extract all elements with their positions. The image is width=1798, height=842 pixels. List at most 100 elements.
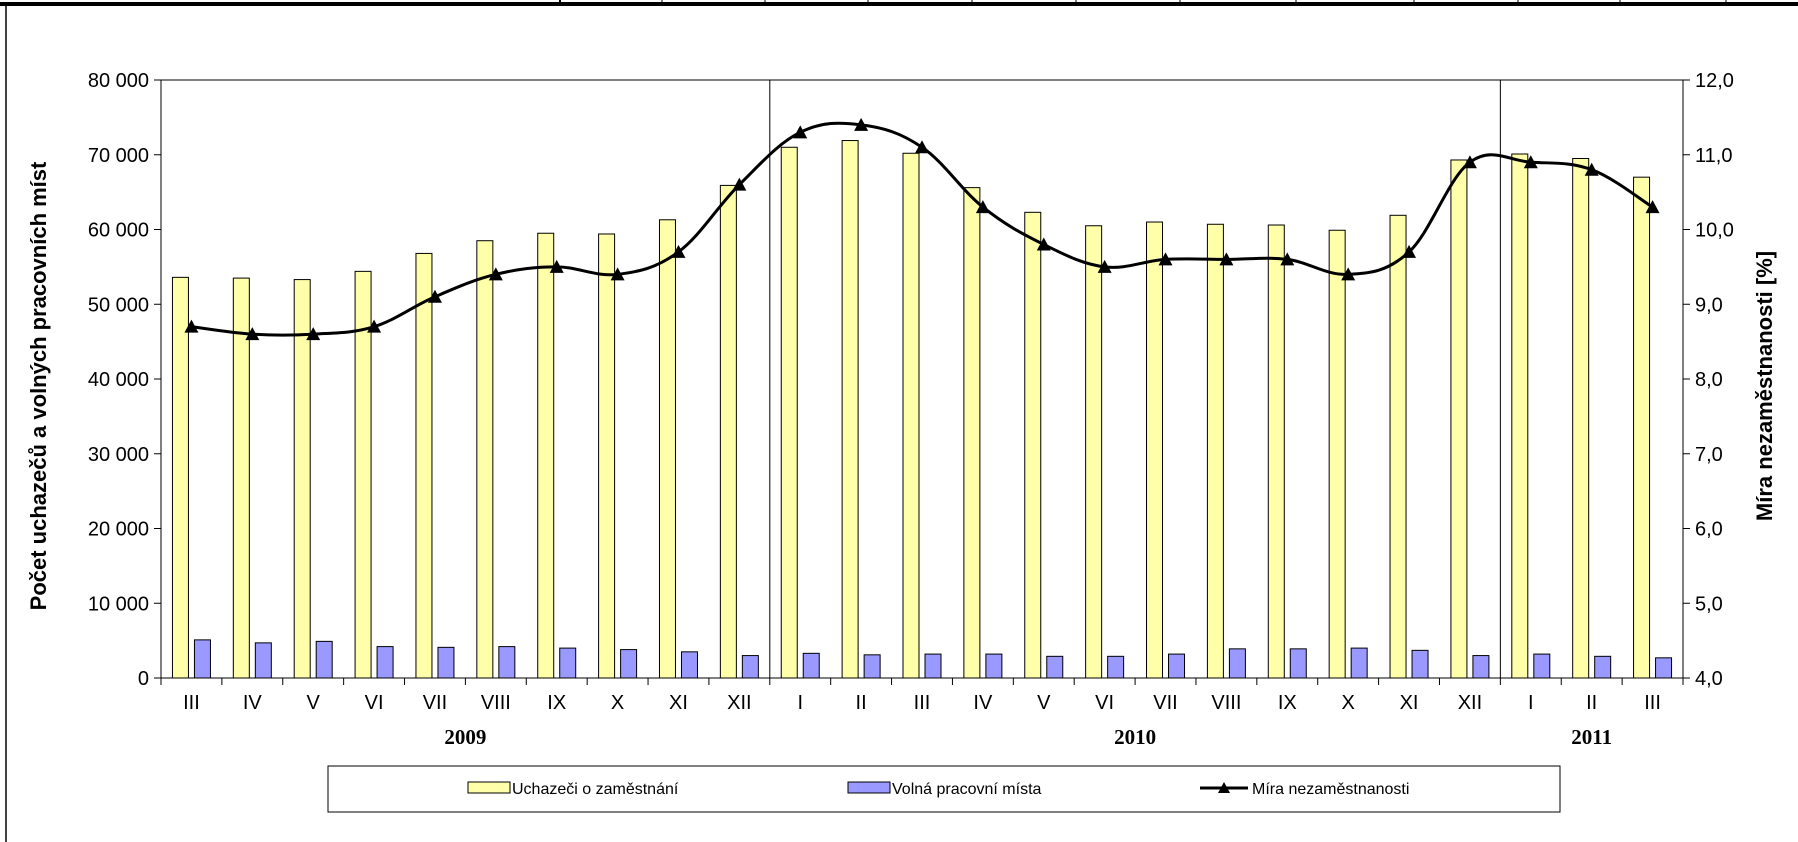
right-tick-label: 4,0 <box>1695 668 1723 690</box>
x-tick-label: X <box>1341 692 1354 714</box>
x-tick-label: VI <box>1095 692 1114 714</box>
right-tick-label: 8,0 <box>1695 369 1723 391</box>
rate-marker <box>1402 244 1417 258</box>
left-tick-label: 80 000 <box>88 70 149 92</box>
rate-marker <box>184 319 199 333</box>
bar-applicants <box>598 233 616 679</box>
bar-vacancies <box>1472 655 1490 679</box>
bar-applicants <box>719 184 737 679</box>
bar-applicants <box>1085 225 1103 679</box>
x-tick-label: I <box>1528 692 1534 714</box>
x-tick-label: X <box>611 692 624 714</box>
bar-vacancies <box>1046 655 1064 679</box>
legend-label-vacancies: Volná pracovní místa <box>892 781 1042 798</box>
x-tick-label: XI <box>669 692 688 714</box>
x-tick-label: II <box>1586 692 1597 714</box>
top-table-border <box>0 0 1798 6</box>
rate-marker <box>1523 155 1538 169</box>
bar-applicants <box>1024 211 1042 679</box>
bar-vacancies <box>1411 649 1429 679</box>
x-axis-ticks: III IV V VI VII VIII IX X XI XII I II III IV V VI VII VII… <box>160 678 1684 714</box>
rate-marker <box>671 244 686 258</box>
rate-marker <box>793 125 808 139</box>
bar-vacancies <box>863 654 881 679</box>
y-axis-title: Počet uchazečů a volných pracovních míst <box>26 161 51 610</box>
right-tick-label: 10,0 <box>1695 220 1734 242</box>
x-tick-label: IV <box>973 692 993 714</box>
x-tick-label: V <box>1037 692 1051 714</box>
rate-marker <box>915 140 929 154</box>
year-separators <box>769 80 1501 678</box>
x-tick-label: IX <box>1278 692 1297 714</box>
bar-vacancies <box>193 639 211 679</box>
rate-marker <box>1219 252 1234 266</box>
bar-vacancies <box>437 646 455 679</box>
right-tick-label: 9,0 <box>1695 294 1723 316</box>
bar-vacancies <box>1594 655 1612 679</box>
bar-applicants <box>171 276 189 679</box>
bar-applicants <box>1206 223 1224 679</box>
x-tick-label: VIII <box>1211 692 1241 714</box>
x-tick-label: VIII <box>481 692 511 714</box>
bar-applicants <box>1450 159 1468 679</box>
year-label-2010: 2010 <box>1114 725 1156 749</box>
left-axis-ticks: 0 10 000 20 000 30 000 40 000 50 000 60 000 70 … <box>88 70 161 690</box>
bar-applicants <box>658 219 676 679</box>
bar-applicants <box>1572 157 1590 679</box>
plot-area <box>160 79 1684 679</box>
bar-applicants <box>537 232 555 679</box>
left-tick-label: 50 000 <box>88 294 149 316</box>
rate-marker <box>1341 267 1356 281</box>
right-tick-label: 12,0 <box>1695 70 1734 92</box>
year-labels: 2009 2010 2011 <box>444 725 1612 749</box>
bar-vacancies <box>802 652 820 679</box>
rate-marker <box>367 319 382 333</box>
x-tick-label: III <box>1644 692 1661 714</box>
bar-applicants <box>476 240 494 679</box>
x-tick-label: III <box>183 692 200 714</box>
bar-vacancies <box>1168 653 1186 679</box>
x-tick-label: IV <box>243 692 263 714</box>
right-tick-label: 7,0 <box>1695 444 1723 466</box>
rate-marker <box>1462 155 1477 169</box>
bar-applicants <box>902 152 920 679</box>
bar-vacancies <box>1533 653 1551 679</box>
rate-line-series <box>184 117 1660 341</box>
legend-swatch-vacancies <box>847 781 891 794</box>
rate-marker <box>488 267 503 281</box>
left-tick-label: 10 000 <box>88 593 149 615</box>
bar-applicants <box>1267 224 1285 679</box>
left-tick-label: 0 <box>138 668 149 690</box>
rate-marker <box>1584 162 1599 176</box>
bar-applicants <box>1146 221 1164 679</box>
legend-marker-rate <box>1218 782 1230 793</box>
x-tick-label: III <box>914 692 931 714</box>
rate-marker <box>306 327 321 341</box>
bar-vacancies <box>315 640 333 679</box>
right-tick-label: 5,0 <box>1695 593 1723 615</box>
bar-vacancies <box>985 653 1003 679</box>
x-tick-label: XII <box>727 692 751 714</box>
left-tick-label: 30 000 <box>88 444 149 466</box>
bar-vacancies <box>254 642 272 679</box>
legend-box <box>327 765 1561 813</box>
bar-applicants <box>232 277 250 679</box>
bar-vacancies <box>1107 655 1125 679</box>
bar-vacancies <box>620 649 638 679</box>
bar-vacancies <box>559 647 577 679</box>
right-axis-ticks: 4,0 5,0 6,0 7,0 8,0 9,0 10,0 11,0 12,0 <box>1683 70 1734 690</box>
legend-swatch-applicants <box>467 781 511 794</box>
rate-marker <box>549 259 564 273</box>
left-tick-label: 60 000 <box>88 220 149 242</box>
bar-applicants <box>1389 214 1407 679</box>
bar-vacancies <box>1289 648 1307 679</box>
x-tick-label: I <box>797 692 803 714</box>
y2-axis-title: Míra nezaměstnanosti [%] <box>1752 251 1777 521</box>
bar-vacancies <box>1228 648 1246 679</box>
bar-applicants <box>293 279 311 679</box>
year-label-2009: 2009 <box>444 725 486 749</box>
bar-vacancies <box>680 651 698 679</box>
x-tick-label: V <box>307 692 321 714</box>
bar-vacancies <box>741 655 759 679</box>
